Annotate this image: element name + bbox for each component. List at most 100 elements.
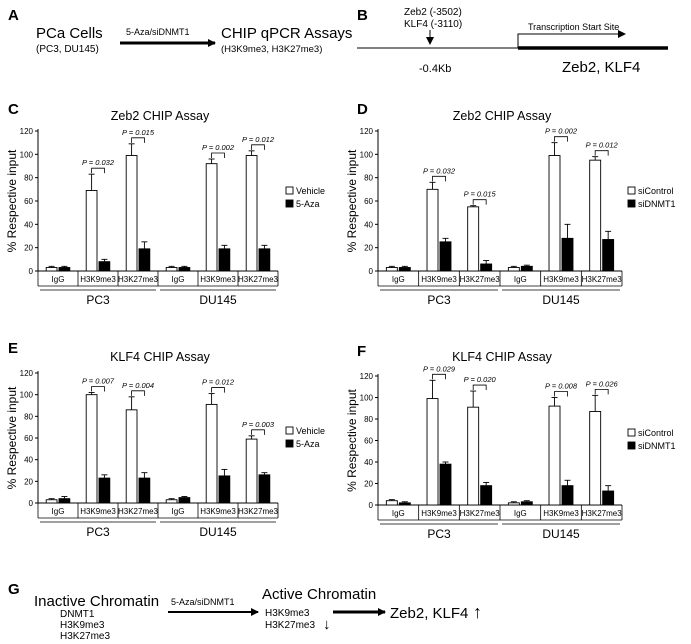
bar [602,490,615,506]
category-label: IgG [172,507,185,516]
p-value-bracket [251,144,265,150]
p-value-label: P = 0.020 [464,375,497,384]
y-tick-label: 120 [20,369,34,378]
bar [45,499,58,504]
p-value-label: P = 0.004 [122,381,154,390]
panel-b-letter: B [357,7,368,24]
category-label: H3K9me3 [200,275,236,284]
y-tick-label: 80 [364,415,373,424]
panel-letter: E [8,340,18,357]
inactive-item-dnmt1: DNMT1 [60,609,95,620]
category-label: H3K9me3 [200,507,236,516]
bar [98,261,111,272]
panel-g-arrow-label: 5-Aza/siDNMT1 [171,597,235,607]
panel-f-chart: F KLF4 CHIP Assay % Respective input 0 20 40 6… [345,343,676,541]
chart-title: Zeb2 CHIP Assay [111,109,210,123]
p-value-label: P = 0.008 [545,382,578,391]
category-label: H3K27me3 [460,509,501,518]
category-label: H3K9me3 [80,275,116,284]
p-value-label: P = 0.032 [82,158,115,167]
active-chromatin-title: Active Chromatin [262,586,376,603]
y-tick-label: 60 [364,197,373,206]
group-label: DU145 [199,525,237,539]
category-label: H3K27me3 [582,275,623,284]
group-label: PC3 [86,525,110,539]
y-axis-label: % Respective input [345,149,359,252]
bar [561,237,574,272]
p-value-bracket [472,384,487,391]
chip-qpcr-sub: (H3K9me3, H3K27me3) [221,44,322,55]
bar [467,206,480,272]
legend-swatch [285,426,294,435]
y-tick-label: 0 [29,499,34,508]
y-tick-label: 0 [369,267,374,276]
group-label: PC3 [427,293,451,307]
p-value-bracket [91,167,105,174]
category-label: H3K27me3 [118,507,159,516]
y-tick-label: 20 [24,244,33,253]
bar [138,248,151,272]
p-value-bracket [211,152,225,158]
bar [165,267,178,272]
y-tick-label: 80 [24,174,33,183]
p-value-bracket [251,429,265,435]
y-tick-label: 20 [364,244,373,253]
category-label: H3K9me3 [80,507,116,516]
panel-e-chart: E KLF4 CHIP Assay % Respective input 0 20 40 6… [5,340,325,539]
bar [98,477,111,504]
y-tick-label: 100 [20,391,34,400]
y-axis-label: % Respective input [5,149,19,252]
y-tick-label: 60 [24,434,33,443]
bar [218,475,231,504]
bar [178,497,191,504]
p-value-bracket [472,199,487,205]
category-label: H3K27me3 [238,507,279,516]
group-label: PC3 [86,293,110,307]
bar [125,155,138,272]
bar [426,398,439,506]
category-label: H3K27me3 [460,275,501,284]
bar [548,405,561,506]
tss-arrow [517,30,626,48]
bar [205,403,218,504]
bar [85,190,98,272]
up-arrow-symbol: ↑ [473,602,482,622]
y-tick-label: 60 [24,197,33,206]
bar [245,155,258,272]
bar [439,241,452,272]
chart-title: Zeb2 CHIP Assay [453,109,552,123]
y-tick-label: 120 [360,127,374,136]
chart-title: KLF4 CHIP Assay [110,350,211,364]
y-tick-label: 120 [360,372,374,381]
legend-label: Vehicle [296,426,325,436]
bar [165,499,178,504]
klf4-site-label: KLF4 (-3110) [404,19,462,30]
p-value-bracket [554,136,568,142]
legend-label: 5-Aza [296,439,320,449]
p-value-bracket [131,390,145,396]
category-label: H3K27me3 [118,275,159,284]
result-genes-label: Zeb2, KLF4 [390,605,468,622]
bar [58,498,71,504]
p-value-bracket [432,175,446,182]
bar [520,501,533,506]
inactive-item-h3k9me3: H3K9me3 [60,620,105,631]
p-value-label: P = 0.012 [242,135,275,144]
category-label: IgG [392,509,405,518]
bar [589,411,602,506]
y-tick-label: 40 [364,220,373,229]
group-label: DU145 [542,527,580,541]
legend-swatch [627,199,636,208]
bar [58,267,71,272]
y-tick-label: 100 [20,150,34,159]
panel-letter: D [357,101,368,118]
zeb2-site-label: Zeb2 (-3502) [404,7,462,18]
legend-label: siControl [638,428,674,438]
pca-cells-sub: (PC3, DU145) [36,44,99,55]
bar [85,394,98,504]
bar [480,263,493,272]
category-label: IgG [172,275,185,284]
bar [520,265,533,272]
category-label: H3K27me3 [238,275,279,284]
y-tick-label: 20 [24,477,33,486]
